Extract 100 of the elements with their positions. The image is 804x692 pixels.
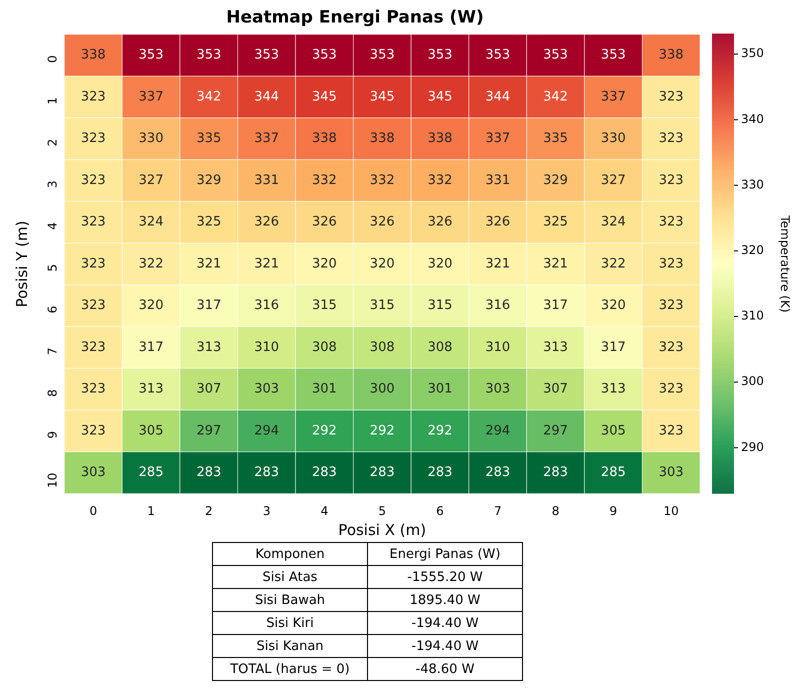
data-label: 283 xyxy=(312,465,337,480)
x-tick-label: 4 xyxy=(320,504,328,518)
data-label: 303 xyxy=(485,382,510,397)
data-label: 325 xyxy=(543,214,568,230)
data-label: 344 xyxy=(485,89,510,104)
data-label: 323 xyxy=(658,256,684,272)
data-label: 353 xyxy=(196,48,222,63)
x-tick-label: 0 xyxy=(89,504,98,518)
color-bar-label: 350 xyxy=(741,46,764,60)
data-label: 316 xyxy=(254,298,280,314)
data-label: 345 xyxy=(428,89,452,104)
data-label: 342 xyxy=(543,89,568,104)
data-label: 313 xyxy=(196,340,222,355)
y-tick-label: 1 xyxy=(46,97,60,105)
data-label: 308 xyxy=(370,340,395,355)
color-bar-label: 340 xyxy=(741,112,764,126)
data-label: 310 xyxy=(254,340,280,355)
data-label: 323 xyxy=(80,423,106,438)
data-label: 301 xyxy=(428,382,452,397)
data-label: 321 xyxy=(543,256,568,272)
color-bar-title: Temperature (K) xyxy=(778,214,792,313)
data-label: 335 xyxy=(196,131,222,146)
x-tick-label: 2 xyxy=(205,504,213,518)
data-label: 324 xyxy=(600,214,626,230)
data-label: 321 xyxy=(196,256,222,272)
y-tick-label: 2 xyxy=(46,138,60,146)
data-label: 307 xyxy=(543,382,568,397)
text: -194.40 W xyxy=(368,634,522,658)
data-label: 326 xyxy=(312,214,337,230)
data-label: 338 xyxy=(370,131,395,146)
data-label: 313 xyxy=(600,382,626,397)
data-label: 297 xyxy=(196,423,222,438)
data-label: 305 xyxy=(600,423,626,438)
data-label: 330 xyxy=(600,131,626,146)
data-label: 325 xyxy=(196,214,222,230)
data-label: 283 xyxy=(370,465,395,480)
data-label: 321 xyxy=(485,256,510,272)
data-label: 337 xyxy=(485,131,510,146)
data-label: 345 xyxy=(370,89,395,104)
text: Energi Panas (W) xyxy=(368,542,522,566)
color-bar-label: 330 xyxy=(741,177,764,192)
color-bar-label: 320 xyxy=(741,243,764,258)
data-label: 283 xyxy=(254,465,280,480)
data-label: 323 xyxy=(658,298,684,314)
text: -194.40 W xyxy=(368,612,522,634)
color-bar-label: 310 xyxy=(741,308,764,323)
data-label: 322 xyxy=(600,256,626,272)
text: Sisi Kanan xyxy=(212,634,368,658)
x-tick-label: 9 xyxy=(610,504,618,518)
x-tick-label: 5 xyxy=(378,504,386,518)
y-tick-label: 10 xyxy=(46,472,60,488)
data-label: 327 xyxy=(600,172,626,188)
data-label: 310 xyxy=(485,340,510,355)
data-label: 332 xyxy=(370,172,395,188)
x-tick-label: 7 xyxy=(494,504,502,518)
data-label: 313 xyxy=(138,382,164,397)
data-label: 283 xyxy=(428,465,452,480)
data-label: 283 xyxy=(485,465,510,480)
data-label: 307 xyxy=(196,382,222,397)
data-label: 320 xyxy=(428,256,452,272)
chart-title: Heatmap Energi Panas (W) xyxy=(226,8,484,28)
data-label: 315 xyxy=(428,298,452,314)
data-label: 332 xyxy=(312,172,337,188)
data-label: 323 xyxy=(80,89,106,104)
data-label: 294 xyxy=(254,423,280,438)
data-label: 323 xyxy=(658,172,684,188)
data-label: 337 xyxy=(600,89,626,104)
data-label: 308 xyxy=(428,340,452,355)
y-tick-label: 9 xyxy=(46,430,60,439)
data-label: 303 xyxy=(658,465,684,480)
x-tick-label: 1 xyxy=(147,504,155,518)
data-label: 353 xyxy=(370,48,395,63)
data-label: 326 xyxy=(370,214,395,230)
data-label: 353 xyxy=(254,48,280,63)
data-label: 317 xyxy=(196,298,222,314)
color-bar-label: 290 xyxy=(741,440,764,454)
data-label: 320 xyxy=(312,256,337,272)
data-label: 323 xyxy=(658,131,684,146)
x-tick-label: 6 xyxy=(436,504,444,518)
data-label: 353 xyxy=(600,48,626,63)
data-label: 315 xyxy=(370,298,395,314)
text: Sisi Bawah xyxy=(212,588,368,612)
data-label: 320 xyxy=(370,256,395,272)
data-label: 338 xyxy=(658,48,684,63)
y-tick-label: 4 xyxy=(46,222,60,230)
data-label: 308 xyxy=(312,340,337,355)
y-tick-label: 3 xyxy=(46,180,60,188)
data-label: 353 xyxy=(485,48,510,63)
text: Sisi Atas xyxy=(212,566,368,588)
data-label: 303 xyxy=(254,382,280,397)
x-axis-title: Posisi X (m) xyxy=(338,520,426,539)
y-tick-label: 5 xyxy=(46,264,60,272)
data-label: 353 xyxy=(138,48,164,63)
data-label: 283 xyxy=(543,465,568,480)
text: -48.60 W xyxy=(368,658,522,680)
data-label: 317 xyxy=(543,298,568,314)
data-label: 285 xyxy=(138,465,164,480)
data-label: 323 xyxy=(80,172,106,188)
y-tick-label: 6 xyxy=(46,306,60,314)
text: 1895.40 W xyxy=(368,588,522,612)
